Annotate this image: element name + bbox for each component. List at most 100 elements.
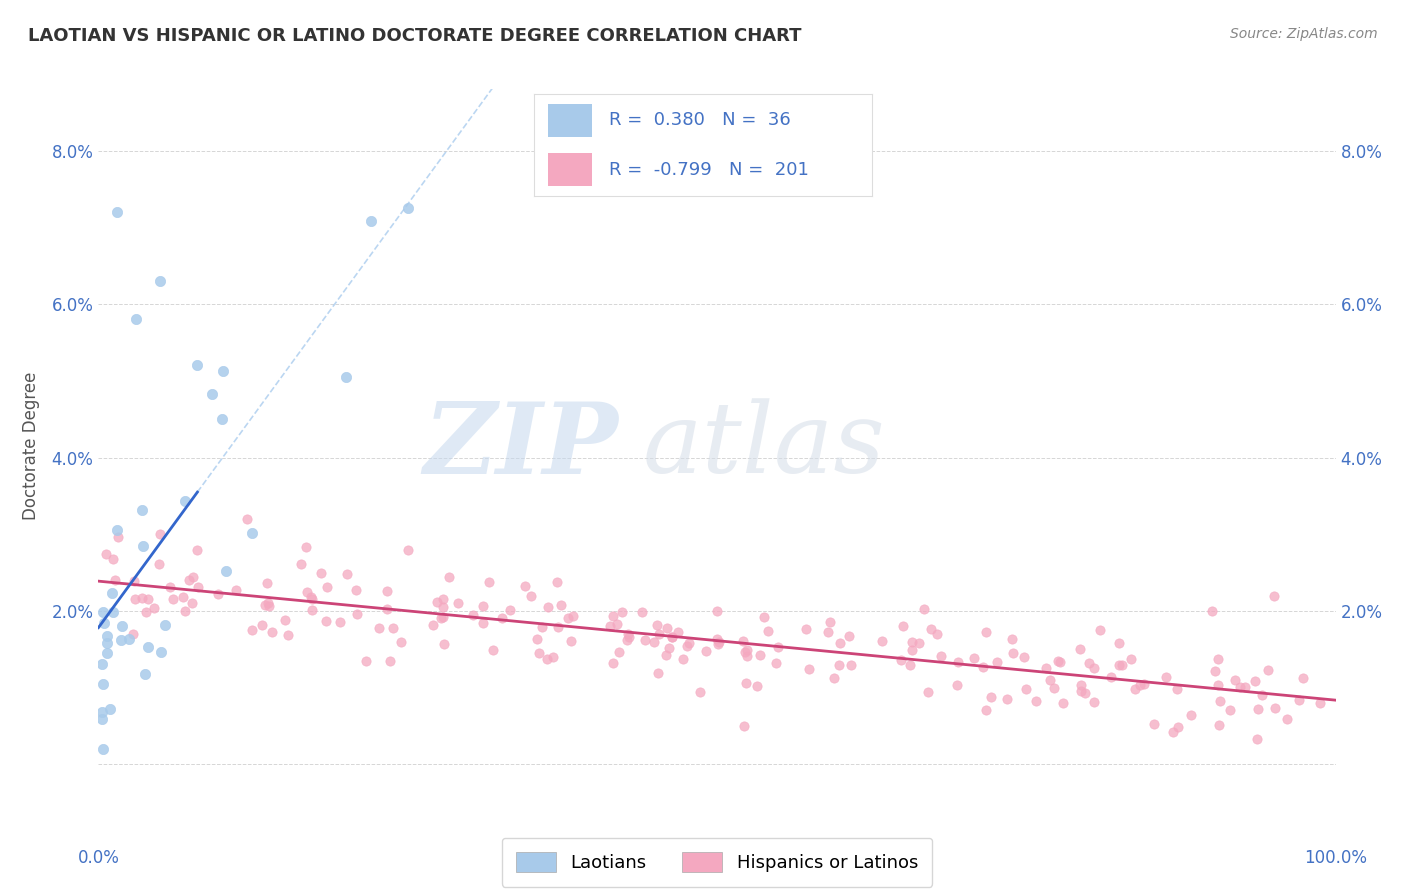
Point — [917, 684, 939, 698]
Point — [335, 567, 357, 582]
Point — [482, 643, 505, 657]
Point — [1275, 712, 1298, 726]
Point — [610, 605, 633, 619]
Point — [602, 656, 624, 670]
Point — [432, 591, 454, 606]
Point — [602, 609, 624, 624]
Point — [103, 605, 125, 619]
Point — [478, 575, 501, 590]
Point — [1180, 708, 1202, 723]
Point — [1288, 692, 1310, 706]
Point — [599, 619, 621, 633]
Point — [1247, 702, 1270, 716]
Point — [174, 493, 197, 508]
Point — [153, 618, 176, 632]
Point — [1083, 695, 1105, 709]
FancyBboxPatch shape — [548, 153, 592, 186]
Point — [491, 611, 513, 625]
Point — [439, 569, 461, 583]
Point — [1038, 673, 1060, 687]
Point — [1070, 683, 1092, 698]
Point — [526, 632, 548, 647]
Point — [748, 648, 770, 662]
Point — [1143, 716, 1166, 731]
Point — [735, 648, 758, 663]
Point — [1167, 720, 1189, 734]
Point — [794, 622, 817, 636]
Point — [1042, 681, 1064, 696]
FancyBboxPatch shape — [548, 104, 592, 136]
Point — [378, 654, 401, 668]
Point — [515, 578, 537, 592]
Point — [91, 712, 114, 726]
Legend: Laotians, Hispanics or Latinos: Laotians, Hispanics or Latinos — [502, 838, 932, 887]
Point — [1099, 670, 1122, 684]
Point — [1223, 673, 1246, 687]
Point — [645, 618, 668, 632]
Point — [1206, 652, 1229, 666]
Point — [946, 678, 969, 692]
Point — [136, 640, 159, 654]
Point — [1229, 680, 1251, 694]
Point — [820, 615, 842, 630]
Point — [389, 635, 412, 649]
Point — [734, 718, 756, 732]
Point — [839, 658, 862, 673]
Point — [606, 616, 628, 631]
Point — [149, 645, 172, 659]
Point — [962, 650, 984, 665]
Text: ZIP: ZIP — [423, 398, 619, 494]
Point — [277, 627, 299, 641]
Point — [422, 617, 444, 632]
Point — [225, 582, 247, 597]
Point — [368, 621, 391, 635]
Point — [1246, 732, 1268, 747]
Point — [1052, 696, 1074, 710]
Point — [446, 596, 468, 610]
Point — [1001, 632, 1024, 646]
Point — [557, 610, 579, 624]
Point — [546, 575, 568, 590]
Point — [912, 602, 935, 616]
Point — [93, 615, 115, 630]
Point — [135, 605, 157, 619]
Point — [432, 599, 454, 614]
Text: R =  -0.799   N =  201: R = -0.799 N = 201 — [609, 161, 808, 178]
Point — [122, 574, 145, 588]
Point — [301, 591, 323, 606]
Point — [765, 657, 787, 671]
Point — [461, 608, 484, 623]
Point — [187, 580, 209, 594]
Point — [181, 596, 204, 610]
Point — [731, 634, 754, 648]
Point — [104, 573, 127, 587]
Point — [215, 564, 238, 578]
Point — [980, 690, 1002, 704]
Point — [666, 625, 689, 640]
Point — [756, 624, 779, 639]
Point — [655, 621, 678, 635]
Point — [91, 705, 114, 719]
Point — [1074, 686, 1097, 700]
Point — [900, 642, 922, 657]
Point — [346, 607, 368, 621]
Point — [678, 636, 700, 650]
Point — [1264, 700, 1286, 714]
Point — [658, 641, 681, 656]
Point — [174, 604, 197, 618]
Point — [375, 584, 398, 599]
Point — [1083, 660, 1105, 674]
Point — [315, 580, 337, 594]
Point — [360, 214, 382, 228]
Point — [562, 609, 585, 624]
Point — [709, 635, 731, 649]
Point — [560, 633, 582, 648]
Point — [256, 575, 278, 590]
Point — [295, 540, 318, 554]
Point — [96, 636, 118, 650]
Point — [105, 523, 128, 537]
Point — [432, 609, 454, 624]
Point — [186, 359, 208, 373]
Point — [122, 627, 145, 641]
Point — [299, 590, 322, 604]
